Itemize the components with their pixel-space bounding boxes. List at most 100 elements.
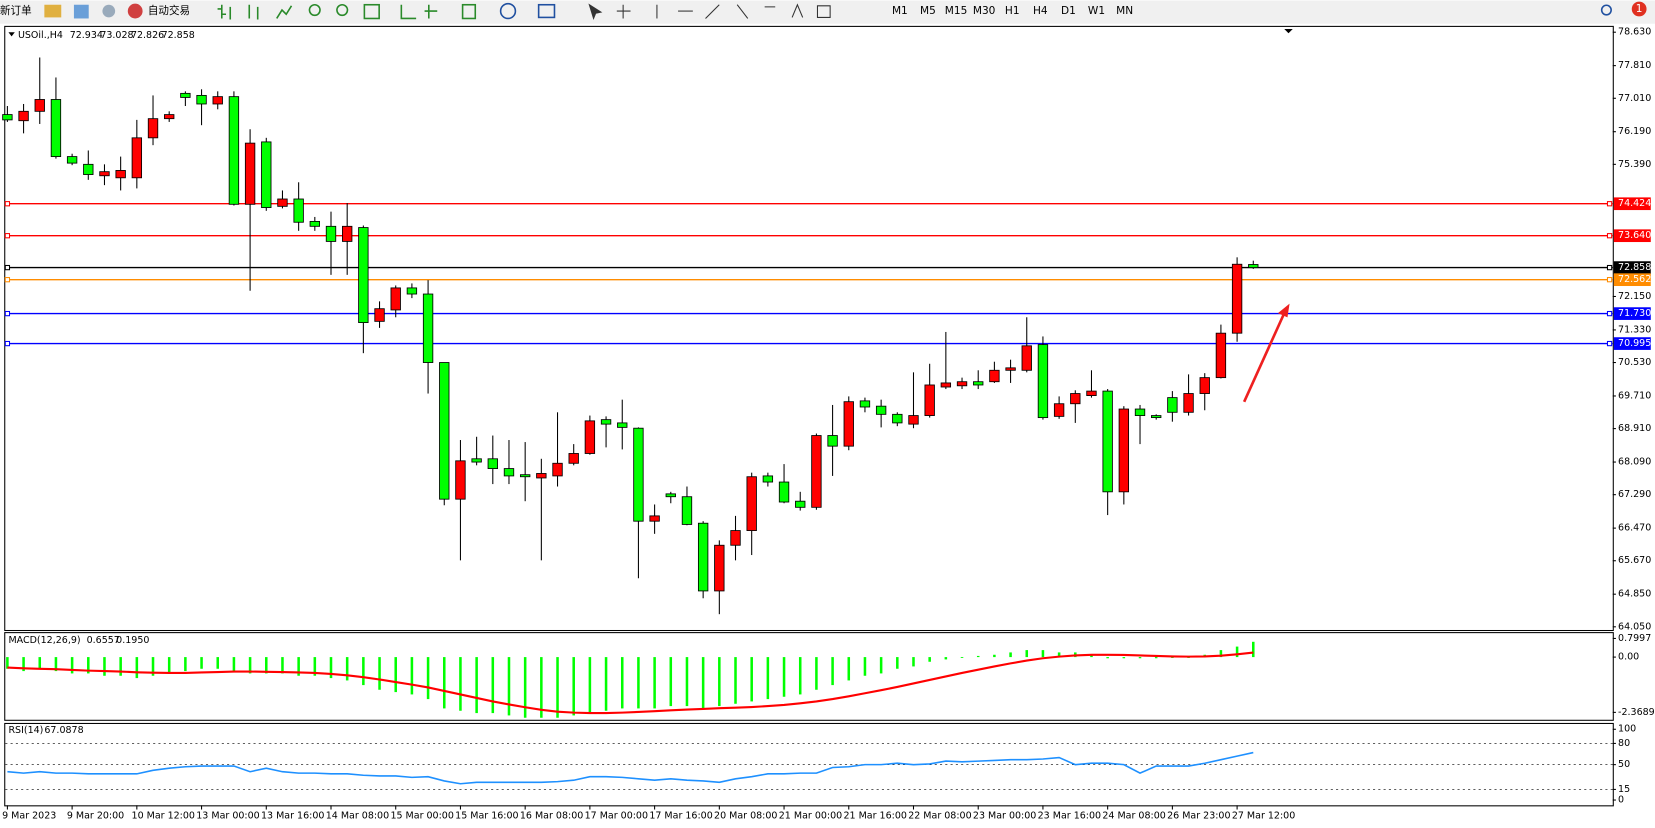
candle-body <box>50 99 62 158</box>
icon[interactable] <box>217 4 232 20</box>
macd-bar <box>912 657 915 667</box>
candle-body <box>1231 263 1243 334</box>
x-tick-label: 16 Mar 08:00 <box>520 810 583 821</box>
macd-bar <box>1219 650 1223 658</box>
candle-body <box>617 422 628 428</box>
timeframe-button[interactable]: M30 <box>973 5 996 17</box>
y-tick-label: 71.330 <box>1618 324 1651 335</box>
macd-bar <box>297 657 300 676</box>
timeframe-button[interactable]: D1 <box>1061 5 1076 17</box>
shift-marker <box>1284 29 1293 34</box>
macd-bar <box>151 657 155 676</box>
auto-trade-icon[interactable] <box>127 3 143 19</box>
level-handle <box>1606 340 1613 347</box>
candle-body <box>180 92 191 98</box>
candle-body <box>552 462 563 477</box>
candle-body <box>762 475 774 483</box>
macd-bar <box>620 657 624 709</box>
level-handle <box>4 233 11 239</box>
y-tick-label: 70.530 <box>1618 357 1651 368</box>
icon[interactable] <box>736 4 776 19</box>
level-tag-label: 70.995 <box>1618 338 1651 349</box>
candle-body <box>1086 390 1097 396</box>
macd-bar <box>993 654 996 658</box>
y-tick-label: 76.190 <box>1618 126 1651 137</box>
icon[interactable] <box>44 4 62 18</box>
icon[interactable] <box>336 3 349 17</box>
macd-bar <box>442 657 446 709</box>
candle-body <box>342 225 353 242</box>
macd-bar <box>718 657 721 707</box>
auto-trade-button[interactable]: 自动交易 <box>148 4 190 17</box>
macd-bar <box>540 657 543 718</box>
candle-body <box>293 198 304 223</box>
macd-bar <box>1057 652 1061 658</box>
macd-bar <box>410 657 414 695</box>
draw-tools[interactable] <box>588 3 831 21</box>
x-tick-label: 27 Mar 12:00 <box>1232 810 1295 821</box>
timeframe-button[interactable]: H4 <box>1033 5 1048 17</box>
timeframe-button[interactable]: M15 <box>945 5 968 17</box>
y-tick-label: 75.390 <box>1618 159 1651 170</box>
candle-body <box>471 458 482 463</box>
icon[interactable] <box>791 3 831 18</box>
icon[interactable] <box>705 4 720 19</box>
candle-body <box>99 171 110 177</box>
x-tick-label: 14 Mar 08:00 <box>326 810 389 821</box>
icon[interactable] <box>73 4 89 19</box>
candle-body <box>131 137 143 179</box>
y-tick-label: 67.290 <box>1618 489 1651 500</box>
icon[interactable] <box>537 3 556 19</box>
candle-body <box>746 476 757 531</box>
candle-body <box>795 500 806 508</box>
timeframe-button[interactable]: M1 <box>892 5 908 17</box>
candle-body <box>778 481 790 503</box>
new-order-button[interactable]: 新订单 <box>0 4 32 17</box>
x-tick-label: 26 Mar 23:00 <box>1167 810 1230 821</box>
macd-bar <box>815 657 818 690</box>
candle-body <box>228 96 240 205</box>
icon[interactable] <box>276 5 293 19</box>
macd-bar <box>960 657 964 658</box>
y-tick-label: 80 <box>1618 738 1630 749</box>
macd-bar <box>345 657 349 681</box>
icon[interactable] <box>308 3 321 17</box>
timeframe-button[interactable]: W1 <box>1088 5 1105 17</box>
candle-body <box>358 227 369 323</box>
macd-bar <box>313 657 317 676</box>
candle-body <box>1070 393 1081 405</box>
candle-body <box>115 170 126 179</box>
candle-body <box>519 474 531 478</box>
candle-body <box>487 458 498 470</box>
icon[interactable] <box>588 3 603 21</box>
level-handle <box>4 277 11 283</box>
macd-bar <box>216 657 220 669</box>
tool-icons[interactable] <box>217 2 556 20</box>
y-tick-label: 68.090 <box>1618 457 1651 468</box>
timeframe-button[interactable]: M5 <box>920 5 936 17</box>
macd-bar <box>556 657 559 718</box>
level-handle <box>1606 277 1613 283</box>
macd-bar <box>135 657 139 679</box>
icon[interactable] <box>499 2 517 20</box>
icon[interactable] <box>363 3 380 20</box>
icon[interactable] <box>461 3 477 20</box>
candle-body <box>584 420 596 454</box>
level-tag-label: 72.858 <box>1618 262 1651 273</box>
icon[interactable] <box>616 4 631 19</box>
icon[interactable] <box>400 4 438 20</box>
macd-bar <box>119 657 122 676</box>
icon[interactable] <box>248 4 259 20</box>
search-icon[interactable] <box>1600 4 1612 16</box>
macd-bar <box>475 657 478 714</box>
level-tag-label: 73.640 <box>1618 230 1651 241</box>
y-tick-label: 64.050 <box>1618 621 1651 632</box>
icon[interactable] <box>102 4 116 18</box>
macd-panel <box>4 632 1614 721</box>
y-tick-label: 0 <box>1618 795 1624 806</box>
timeframe-button[interactable]: H1 <box>1005 5 1020 17</box>
x-tick-label: 23 Mar 00:00 <box>973 810 1036 821</box>
notification-badge[interactable] <box>1631 1 1647 17</box>
timeframe-button[interactable]: MN <box>1116 5 1133 17</box>
